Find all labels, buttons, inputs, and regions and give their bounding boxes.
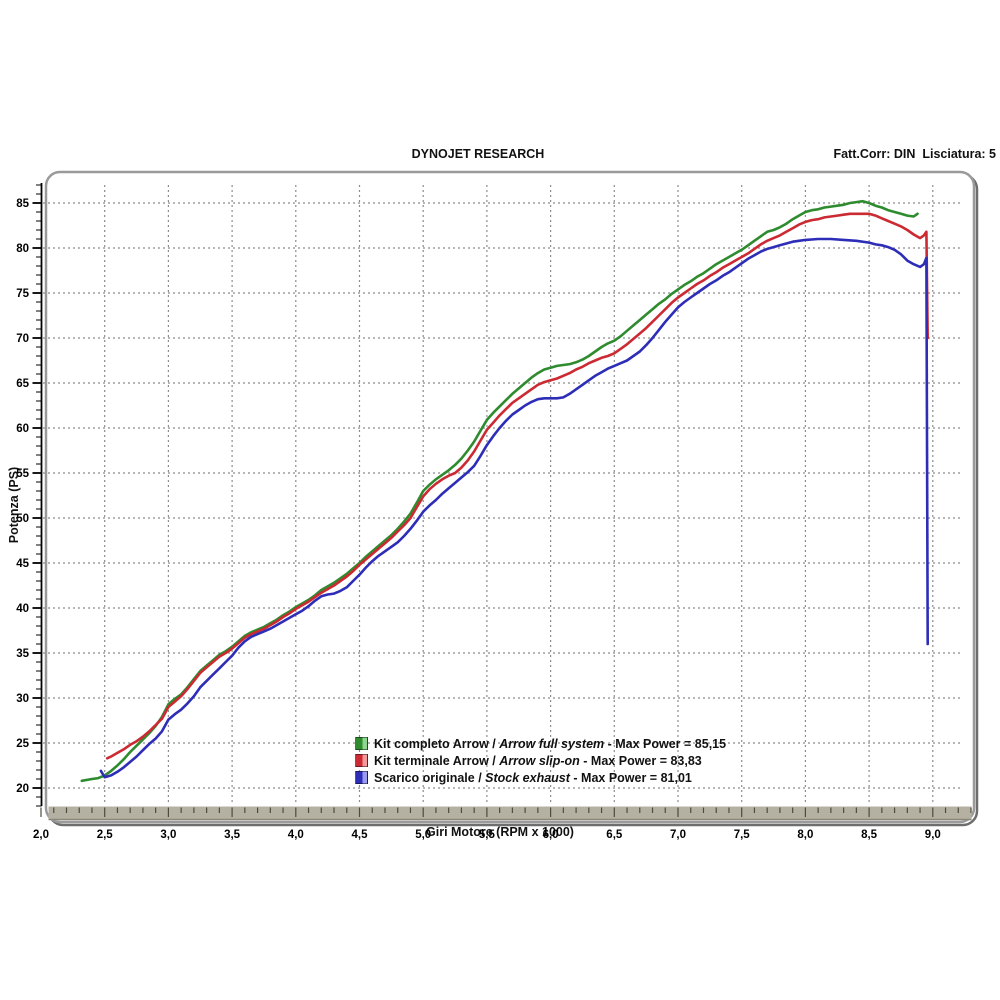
x-tick-label: 5,5: [479, 829, 496, 841]
x-tick-label: 9,0: [925, 829, 941, 841]
x-tick-label: 4,5: [352, 829, 369, 841]
y-tick-label: 40: [16, 603, 29, 615]
legend-label: Scarico originale / Stock exhaust - Max …: [374, 770, 692, 785]
legend-label: Kit completo Arrow / Arrow full system -…: [374, 736, 727, 751]
y-tick-label: 75: [16, 288, 29, 300]
x-tick-label: 6,5: [606, 829, 623, 841]
legend-item: Kit completo Arrow / Arrow full system -…: [355, 735, 726, 752]
y-tick-label: 65: [16, 378, 29, 390]
y-tick-label: 45: [16, 558, 29, 570]
page-title: DYNOJET RESEARCH: [411, 147, 545, 161]
y-tick-label: 20: [16, 783, 29, 795]
y-tick-label: 80: [16, 243, 29, 255]
legend-swatch-green-icon: [355, 737, 368, 750]
x-tick-label: 7,5: [734, 829, 751, 841]
x-tick-label: 8,0: [797, 829, 813, 841]
y-tick-label: 70: [16, 333, 29, 345]
x-tick-label: 4,0: [288, 829, 304, 841]
curve-kit-completo-arrow: [80, 199, 919, 783]
x-tick-label: 6,0: [543, 829, 559, 841]
legend-swatch-blue-icon: [355, 771, 368, 784]
x-tick-label: 8,5: [861, 829, 878, 841]
legend-label: Kit terminale Arrow / Arrow slip-on - Ma…: [374, 753, 702, 768]
x-tick-label: 3,0: [160, 829, 176, 841]
x-tick-label: 2,0: [33, 829, 49, 841]
chart-legend: Kit completo Arrow / Arrow full system -…: [355, 735, 726, 786]
legend-swatch-red-icon: [355, 754, 368, 767]
y-tick-label: 50: [16, 513, 29, 525]
legend-item: Kit terminale Arrow / Arrow slip-on - Ma…: [355, 752, 726, 769]
y-tick-label: 55: [16, 468, 29, 480]
x-tick-label: 7,0: [670, 829, 686, 841]
y-tick-label: 35: [16, 648, 29, 660]
legend-item: Scarico originale / Stock exhaust - Max …: [355, 769, 726, 786]
plot-frame: [44, 170, 976, 824]
x-tick-label: 3,5: [224, 829, 241, 841]
x-axis-bar: [48, 806, 972, 820]
y-tick-label: 60: [16, 423, 29, 435]
correction-factor-label: Fatt.Corr: DIN Lisciatura: 5: [833, 147, 996, 161]
y-tick-label: 25: [16, 738, 29, 750]
y-tick-label: 30: [16, 693, 29, 705]
x-tick-label: 5,0: [415, 829, 431, 841]
curve-scarico-originale: [99, 237, 930, 779]
x-tick-label: 2,5: [97, 829, 114, 841]
y-tick-label: 85: [16, 198, 29, 210]
x-axis-title: Giri Motore (RPM x 1000): [426, 825, 574, 839]
curve-kit-terminale-arrow: [105, 212, 930, 760]
